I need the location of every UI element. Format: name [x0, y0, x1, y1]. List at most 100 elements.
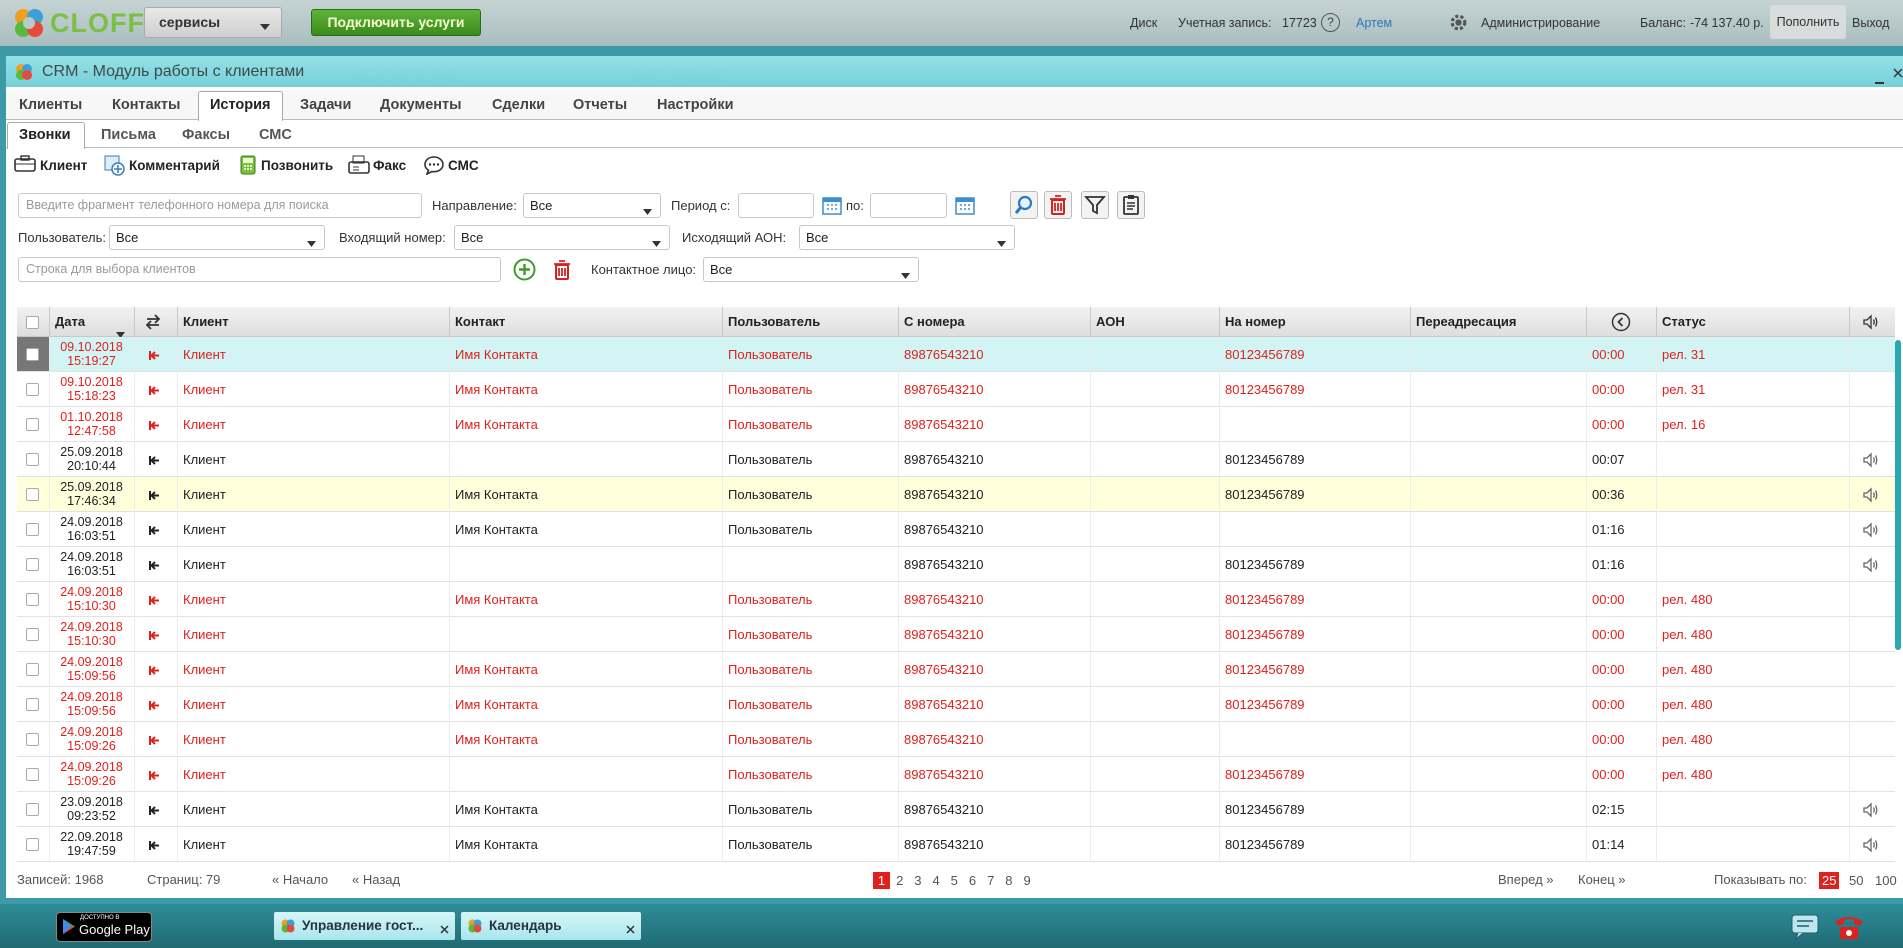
- audio-play-icon[interactable]: [1862, 837, 1880, 853]
- column-header[interactable]: Клиент: [183, 314, 229, 329]
- row-checkbox[interactable]: [26, 383, 39, 396]
- toolbar-icon[interactable]: [240, 155, 262, 177]
- row-checkbox[interactable]: [26, 698, 39, 711]
- user-select[interactable]: Все: [109, 225, 325, 250]
- page-size-option[interactable]: 100: [1875, 873, 1897, 888]
- tab[interactable]: Отчеты: [573, 97, 628, 113]
- row-checkbox[interactable]: [26, 418, 39, 431]
- last-page[interactable]: Конец »: [1578, 872, 1626, 887]
- page-size-option[interactable]: 50: [1849, 873, 1864, 888]
- column-header[interactable]: АОН: [1096, 314, 1125, 329]
- toolbar-icon[interactable]: [348, 155, 370, 177]
- toolbar-icon[interactable]: [104, 155, 126, 177]
- row-checkbox[interactable]: [26, 558, 39, 571]
- column-header[interactable]: Статус: [1662, 314, 1706, 329]
- row-checkbox[interactable]: [26, 453, 39, 466]
- row-checkbox[interactable]: [26, 488, 39, 501]
- column-header[interactable]: С номера: [904, 314, 965, 329]
- row-checkbox[interactable]: [26, 593, 39, 606]
- table-row[interactable]: [17, 337, 1895, 372]
- row-checkbox[interactable]: [26, 803, 39, 816]
- outgoing-select[interactable]: Все: [799, 225, 1015, 250]
- tab[interactable]: Документы: [380, 97, 462, 113]
- audio-play-icon[interactable]: [1862, 802, 1880, 818]
- page-link[interactable]: 9: [1023, 873, 1031, 888]
- admin-link[interactable]: Администрирование: [1481, 16, 1601, 30]
- tab[interactable]: Сделки: [492, 97, 546, 113]
- toolbar-button[interactable]: Клиент: [40, 158, 88, 173]
- column-header[interactable]: На номер: [1225, 314, 1286, 329]
- table-row[interactable]: [17, 477, 1895, 512]
- table-row[interactable]: [17, 722, 1895, 757]
- page-link[interactable]: 4: [932, 873, 940, 888]
- incoming-select[interactable]: Все: [454, 225, 670, 250]
- help-icon[interactable]: ?: [1321, 13, 1340, 32]
- row-checkbox[interactable]: [26, 733, 39, 746]
- settings-gear[interactable]: [1448, 12, 1469, 33]
- next-page[interactable]: Вперед »: [1498, 872, 1554, 887]
- toolbar-button[interactable]: Факс: [373, 158, 407, 173]
- client-input[interactable]: Строка для выбора клиентов: [18, 257, 501, 282]
- row-checkbox[interactable]: [26, 348, 39, 361]
- tab[interactable]: Контакты: [112, 97, 181, 113]
- window-close[interactable]: [1893, 66, 1903, 78]
- row-checkbox[interactable]: [26, 838, 39, 851]
- table-row[interactable]: [17, 792, 1895, 827]
- row-checkbox[interactable]: [26, 768, 39, 781]
- audio-play-icon[interactable]: [1862, 557, 1880, 573]
- table-row[interactable]: [17, 827, 1895, 862]
- window-minimize[interactable]: [1875, 72, 1884, 84]
- tab[interactable]: Настройки: [657, 97, 734, 113]
- add-client-button[interactable]: [512, 257, 537, 282]
- toolbar-button[interactable]: СМС: [448, 158, 479, 173]
- direction-select[interactable]: Все: [523, 193, 661, 218]
- page-link[interactable]: 8: [1005, 873, 1013, 888]
- contact-select[interactable]: Все: [703, 257, 919, 282]
- subtab[interactable]: Звонки: [19, 127, 71, 143]
- table-row[interactable]: [17, 442, 1895, 477]
- column-header[interactable]: Контакт: [455, 314, 506, 329]
- clear-client-button[interactable]: [549, 257, 574, 282]
- table-row[interactable]: [17, 512, 1895, 547]
- row-checkbox[interactable]: [26, 523, 39, 536]
- subtab[interactable]: Письма: [101, 127, 156, 143]
- page-link[interactable]: 7: [987, 873, 995, 888]
- column-header[interactable]: Переадресация: [1416, 314, 1517, 329]
- toolbar-button[interactable]: Позвонить: [261, 158, 334, 173]
- filter-action-button[interactable]: [1117, 191, 1145, 219]
- connect-button[interactable]: Подключить услуги: [311, 9, 481, 36]
- subtab[interactable]: Факсы: [182, 127, 230, 143]
- filter-action-button[interactable]: [1081, 191, 1109, 219]
- page-link[interactable]: 1: [873, 872, 890, 889]
- page-link[interactable]: 3: [914, 873, 922, 888]
- calendar-icon[interactable]: [822, 195, 842, 215]
- prev-page[interactable]: « Назад: [352, 872, 401, 887]
- disk[interactable]: Диск: [1130, 16, 1158, 30]
- filter-action-button[interactable]: [1010, 191, 1038, 219]
- tab[interactable]: История: [210, 97, 271, 113]
- table-row[interactable]: [17, 617, 1895, 652]
- page-link[interactable]: 2: [896, 873, 904, 888]
- phone-search-input[interactable]: Введите фрагмент телефонного номера для …: [18, 193, 422, 218]
- table-row[interactable]: [17, 652, 1895, 687]
- row-checkbox[interactable]: [26, 628, 39, 641]
- chat-icon[interactable]: [1790, 913, 1820, 941]
- tab[interactable]: Клиенты: [19, 97, 83, 113]
- table-row[interactable]: [17, 407, 1895, 442]
- topup-button[interactable]: Пополнить: [1770, 5, 1846, 39]
- audio-play-icon[interactable]: [1862, 487, 1880, 503]
- task-title[interactable]: Календарь: [489, 918, 562, 933]
- column-header[interactable]: Пользователь: [728, 314, 821, 329]
- task-close[interactable]: [626, 922, 635, 934]
- user-link[interactable]: Артем: [1356, 16, 1393, 30]
- date-to-input[interactable]: [870, 193, 947, 218]
- task-button[interactable]: [274, 912, 455, 940]
- calendar-icon[interactable]: [955, 195, 975, 215]
- subtab[interactable]: СМС: [259, 127, 292, 143]
- header-checkbox[interactable]: [26, 316, 39, 329]
- page-link[interactable]: 5: [950, 873, 958, 888]
- row-checkbox[interactable]: [26, 663, 39, 676]
- scrollbar-thumb[interactable]: [1895, 340, 1901, 650]
- audio-play-icon[interactable]: [1862, 522, 1880, 538]
- filter-action-button[interactable]: [1044, 191, 1072, 219]
